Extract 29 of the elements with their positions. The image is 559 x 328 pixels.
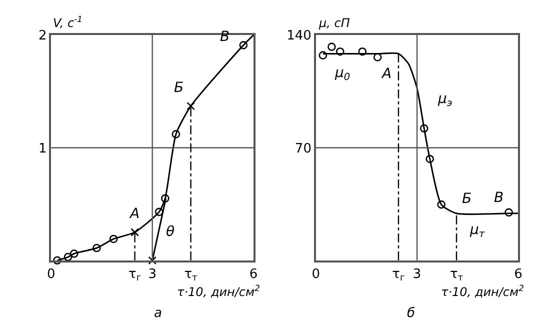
annotation: μ$_{0}$ (334, 65, 350, 83)
x-tick-label: τ$_{г}$ (392, 266, 406, 284)
x-tick-label: 0 (312, 266, 320, 282)
annotation: В (494, 190, 504, 206)
y-tick-label: 2 (38, 28, 47, 44)
y-axis-title: μ, сП (318, 16, 350, 30)
y-axis-title: V, с$^{-1}$ (53, 14, 82, 30)
x-axis-title: τ·10, дин/см$^{2}$ (441, 283, 524, 300)
y-tick-label: 140 (286, 28, 312, 44)
annotation: A (381, 66, 392, 82)
y-tick-label: 1 (38, 141, 47, 156)
annotation: A (129, 206, 140, 222)
text: а (154, 306, 162, 321)
x-tick-label: 6 (249, 266, 258, 282)
x-tick-label: τ$_{т}$ (450, 266, 464, 284)
annotation: θ (166, 224, 175, 240)
x-axis-title: τ·10, дин/см$^{2}$ (177, 283, 260, 300)
y-tick-label: 70 (294, 141, 312, 156)
x-tick-label: 0 (47, 266, 56, 282)
text: б (407, 306, 416, 321)
x-tick-label: τ$_{г}$ (128, 266, 142, 284)
annotation: Б (174, 80, 184, 96)
x-tick-label: 3 (148, 266, 156, 282)
x-tick-label: τ$_{т}$ (184, 266, 198, 284)
annotation: Б (462, 191, 472, 207)
annotation: μ$_{э}$ (437, 91, 452, 109)
x-tick-label: 6 (514, 266, 522, 282)
annotation: μ$_{т}$ (469, 222, 485, 240)
x-tick-label: 3 (412, 266, 422, 282)
